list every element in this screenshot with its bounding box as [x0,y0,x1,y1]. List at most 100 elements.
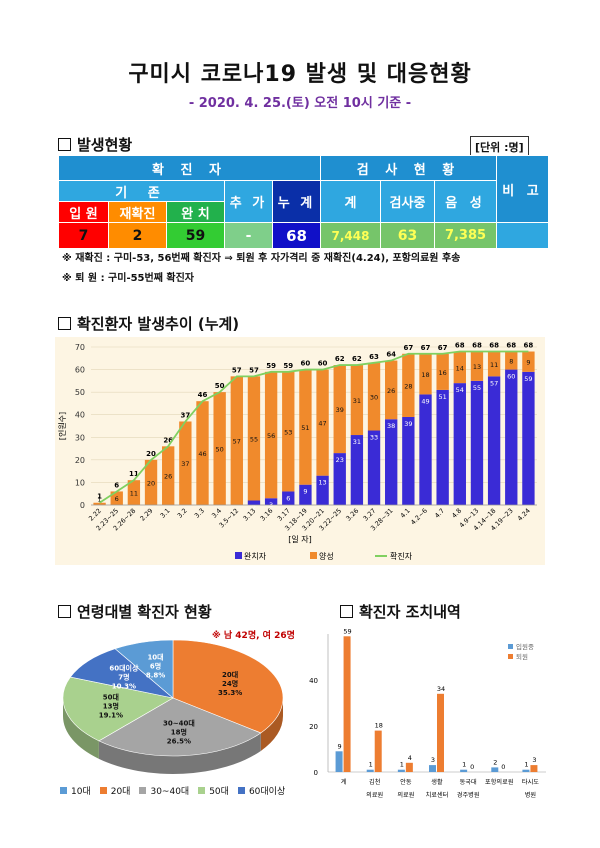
x-tick-label: 포항의료원 [485,778,514,786]
legend-label: 50대 [209,787,229,797]
bar-positive [402,353,415,417]
y-tick-label: 0 [80,501,85,510]
y-tick-label: 10 [75,478,85,487]
bar-positive [144,459,158,505]
point-label-confirmed: 62 [352,355,362,363]
section-age-title: 연령대별 확진자 현황 [77,603,212,621]
point-label-confirmed: 59 [266,362,276,370]
bar-label-positive: 6 [115,495,119,503]
bar-recovered [487,376,501,505]
test-col-testing: 검사중 [380,180,435,223]
bar-label-positive: 51 [301,424,309,432]
y-tick-label: 30 [75,433,85,442]
bar-label-positive: 11 [490,361,498,369]
col-recovered: 완 치 [166,201,225,223]
bar-label-positive: 8 [509,358,513,366]
bar-positive [505,351,518,370]
bar-label-discharged: 34 [437,685,445,693]
bar-positive [470,351,484,381]
bar-label-discharged: 0 [470,763,474,771]
existing-header: 기 존 [58,180,225,202]
trend-chart-panel: 0 10 20 30 40 50 60 70 [인원수] 1 1 2.22 6 6 2.23~25 11 11 2… [55,337,545,565]
y-tick-label: 0 [314,769,318,777]
pie-label: 24명 [222,679,238,688]
bar-label-recovered: 39 [404,420,412,428]
y-tick-label: 50 [75,388,85,397]
x-tick-label: 4.8 [450,507,463,520]
legend-60plus: 60대이상 [237,784,285,797]
x-tick-label: 생활 [431,778,443,786]
bar-positive [299,369,312,485]
remarks-header: 비 고 [496,155,550,223]
x-tick-label: 2.29 [139,507,155,523]
bar-label-positive: 26 [387,387,395,395]
pie-label: 35.3% [218,689,242,697]
legend-swatch [198,787,206,794]
bar-recovered [453,383,466,505]
bar-hospitalized [522,769,530,772]
legend-label: 입원중 [516,642,534,651]
legend-label: 20대 [110,787,131,797]
bar-positive [179,421,192,505]
x-tick-label: 의료원 [397,791,414,799]
bar-discharged [530,765,538,772]
bar-recovered [385,419,398,505]
bar-label-positive: 50 [216,446,224,454]
bar-positive [350,365,364,436]
pie-slice [172,639,284,734]
pie-slice-side [63,698,99,759]
point-label-confirmed: 50 [215,382,225,390]
gender-note: ※ 남 42명, 여 26명 [212,631,295,641]
bar-positive [487,351,501,377]
x-tick-label: 안동 [400,778,412,786]
bar-label-recovered: 57 [490,379,498,387]
point-label-confirmed: 68 [472,342,482,350]
bar-label-hospitalized: 1 [462,761,466,769]
bar-label-recovered: 9 [303,488,307,496]
legend-swatch [99,787,107,794]
checkbox-icon [58,605,71,618]
bar-discharged [343,636,351,772]
legend-label: 확진자 [390,551,413,561]
bar-recovered [350,435,364,505]
bar-label-recovered: 23 [336,456,344,464]
bar-label-positive: 56 [267,432,275,440]
x-tick-label: 3.26 [344,507,360,523]
legend-30-40s: 30~40대 [139,784,189,797]
legend-swatch [237,787,245,794]
bar-positive [453,351,466,384]
bar-label-positive: 28 [404,382,412,390]
bar-label-positive: 13 [473,363,481,371]
bar-label-hospitalized: 2 [493,758,497,766]
trend-chart: 010203040506070[인원수]112.22662.23~2511112… [57,342,537,561]
bar-recovered [299,484,312,505]
point-label-confirmed: 62 [335,355,345,363]
x-tick-label: 계 [341,778,347,786]
legend-swatch [508,644,513,649]
value-hospitalized: 7 [58,222,109,249]
point-label-confirmed: 63 [369,353,379,361]
note-reconfirmed: ※ 재확진 : 구미-53, 56번째 확진자 ⇒ 퇴원 후 자가격리 중 재확… [62,253,461,264]
legend-label: 30~40대 [150,787,190,797]
section-measures-title: 확진자 조치내역 [359,603,461,621]
bar-hospitalized [460,769,468,772]
bar-positive [264,371,278,499]
x-tick-label: 3.2 [176,507,189,520]
bar-label-recovered: 59 [524,375,532,383]
x-tick-label: 병원 [525,791,537,799]
x-tick-label: 치료센터 [426,791,449,799]
bar-label-positive: 30 [370,394,378,402]
bar-positive [419,353,432,395]
bar-label-positive: 1 [98,496,102,504]
bar-label-hospitalized: 3 [431,756,435,764]
point-label-confirmed: 57 [232,366,242,374]
bar-label-recovered: 33 [370,434,378,442]
bar-label-positive: 16 [439,369,447,377]
section-status-heading: 발생현황 [58,134,132,155]
checkbox-icon [58,317,71,330]
x-tick-label: 김천 [369,778,381,786]
bar-label-positive: 46 [198,450,206,458]
pie-slice [98,697,262,757]
bar-positive [436,353,449,390]
bar-recovered [333,453,346,505]
